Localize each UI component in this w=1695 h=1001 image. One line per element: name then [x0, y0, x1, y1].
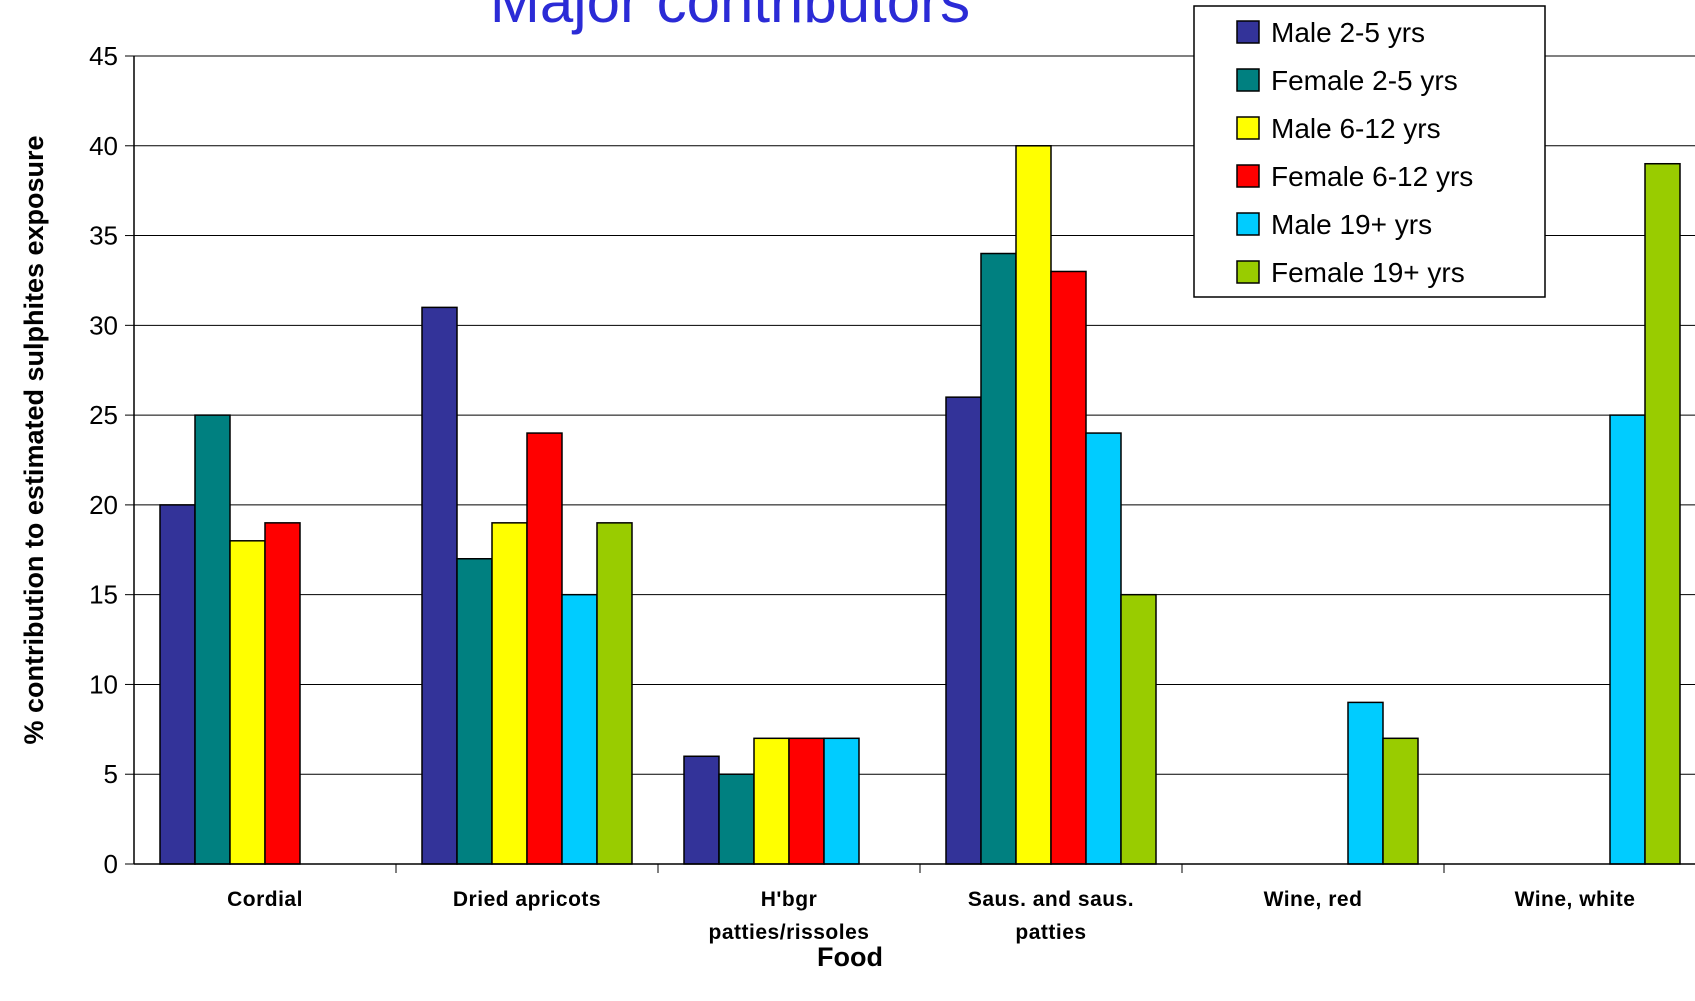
y-tick-label: 15 [89, 580, 118, 610]
bar [1085, 432, 1122, 865]
y-tick-label: 0 [104, 849, 118, 879]
bar [718, 773, 755, 865]
x-category-label: Dried apricots [453, 888, 601, 911]
legend-label: Female 6-12 yrs [1271, 161, 1473, 192]
legend-swatch [1236, 116, 1260, 140]
legend-swatch [1236, 260, 1260, 284]
bar [1050, 270, 1087, 865]
y-tick-label: 40 [89, 131, 118, 161]
bar [194, 414, 231, 865]
bar [945, 396, 982, 865]
bar [1015, 145, 1052, 865]
y-tick-label: 5 [104, 759, 118, 789]
bar [753, 737, 790, 865]
y-tick-labels: 0 5 10 15 20 25 30 35 40 45 [89, 41, 118, 879]
bar [421, 306, 458, 865]
legend-swatch [1236, 68, 1260, 92]
bar [823, 737, 860, 865]
x-category-label: Cordial [227, 888, 303, 911]
y-tick-label: 45 [89, 41, 118, 71]
bar [264, 522, 301, 865]
bar [1644, 162, 1681, 865]
x-category-label: Saus. and saus. patties [968, 888, 1134, 944]
y-tick-label: 25 [89, 400, 118, 430]
x-category-label: H'bgr patties/rissoles [709, 888, 870, 944]
y-tick-label: 35 [89, 221, 118, 251]
x-category-label: Wine, red [1264, 888, 1363, 911]
bar [159, 504, 196, 865]
legend-swatch [1236, 212, 1260, 236]
bar [491, 522, 528, 865]
axes [133, 56, 1695, 873]
bar [1120, 593, 1157, 865]
legend-label: Male 19+ yrs [1271, 209, 1432, 240]
legend-label: Male 2-5 yrs [1271, 17, 1425, 48]
bar [596, 522, 633, 865]
bars [159, 145, 1681, 865]
bar [788, 737, 825, 865]
bar [561, 593, 598, 865]
bar [526, 432, 563, 865]
y-tick-label: 20 [89, 490, 118, 520]
legend-label: Male 6-12 yrs [1271, 113, 1441, 144]
bar [1347, 701, 1384, 865]
legend-label: Female 19+ yrs [1271, 257, 1465, 288]
bar [683, 755, 720, 865]
x-category-labels: Cordial Dried apricots H'bgr patties/rissol… [227, 888, 1635, 944]
bar [980, 252, 1017, 865]
y-tick-label: 10 [89, 669, 118, 699]
bar [456, 558, 493, 865]
legend-label: Female 2-5 yrs [1271, 65, 1458, 96]
bar [1382, 737, 1419, 865]
chart-title: Major contributors [490, 0, 970, 35]
x-axis-title: Food [817, 942, 883, 972]
y-axis-title: % contribution to estimated sulphites ex… [19, 135, 49, 744]
bar [229, 540, 266, 865]
bar [1609, 414, 1646, 865]
x-category-label: Wine, white [1515, 888, 1636, 911]
legend-swatch [1236, 164, 1260, 188]
y-tick-label: 30 [89, 310, 118, 340]
legend: Male 2-5 yrs Female 2-5 yrs Male 6-12 yrs F… [1193, 5, 1546, 298]
legend-swatch [1236, 20, 1260, 44]
legend-box [1193, 5, 1546, 298]
